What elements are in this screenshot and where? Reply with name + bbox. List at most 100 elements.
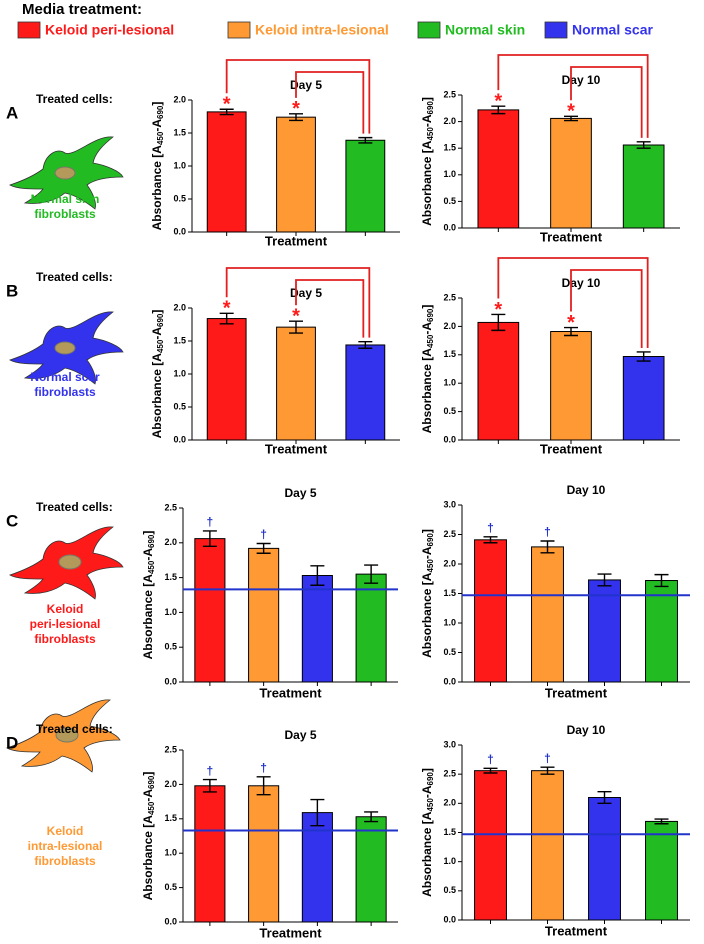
x-axis-label: Treatment [265, 441, 328, 456]
error-bar [636, 141, 651, 149]
error-bar [540, 540, 555, 554]
y-tick-label: 0.5 [164, 642, 177, 652]
bar [355, 816, 387, 923]
cell-name: Normal skin [31, 192, 100, 206]
y-axis-label-part: -A [141, 548, 155, 561]
bar [531, 546, 564, 683]
x-axis-label: Treatment [259, 685, 322, 700]
error-bar [597, 790, 612, 805]
y-axis-label-part: 450 [156, 131, 165, 145]
y-tick-label: 0.0 [164, 916, 177, 926]
row-label: B [6, 281, 18, 300]
y-axis-label-part: 690 [156, 313, 165, 327]
error-bar [636, 351, 651, 362]
y-tick-label: 1.0 [164, 607, 177, 617]
y-axis-label-part: -A [420, 546, 434, 559]
y-axis-label-part: -A [420, 785, 434, 798]
legend-label: Normal skin [445, 22, 525, 38]
error-bar [202, 530, 217, 547]
y-axis-label: Absorbance [A450-A690] [420, 768, 435, 897]
y-axis-label-part: -A [150, 119, 164, 132]
comparison-bracket [570, 66, 643, 138]
error-bar [310, 565, 325, 586]
y-tick-label: 0.0 [443, 434, 456, 444]
y-axis-label-part: 450 [426, 127, 435, 141]
cell-name: fibroblasts [34, 854, 96, 868]
y-axis-label-part: -A [141, 789, 155, 802]
cell-illustrations [6, 136, 124, 773]
y-tick-label: 0.0 [443, 914, 456, 924]
significance-marker: † [207, 764, 214, 778]
y-axis-label-part: 690 [147, 534, 156, 548]
x-axis-label: Treatment [540, 229, 603, 244]
y-tick-label: 1.0 [443, 169, 456, 179]
error-bar [654, 818, 669, 825]
error-bar [289, 113, 303, 122]
y-axis-label-part: Absorbance [A [420, 572, 434, 658]
significance-marker: † [207, 515, 214, 529]
bar [477, 109, 520, 229]
bar [301, 575, 333, 683]
treated-cells-label: Treated cells: [36, 92, 113, 106]
bar [355, 573, 387, 683]
bar [622, 356, 665, 441]
error-bar [564, 115, 578, 122]
nucleus [58, 554, 82, 570]
error-bar [358, 340, 373, 349]
significance-marker: * [292, 305, 300, 327]
comparison-bracket [497, 257, 649, 348]
y-axis-label-part: 450 [426, 798, 435, 812]
bar [645, 820, 678, 921]
y-axis-label-part: 450 [147, 801, 156, 815]
bar [301, 812, 333, 923]
x-axis-label: Treatment [545, 923, 608, 938]
bar [276, 326, 316, 441]
chart-title: Day 5 [284, 728, 316, 742]
y-axis-label-part: ] [420, 97, 434, 101]
y-tick-label: 1.0 [443, 856, 456, 866]
treated-cells-label: Treated cells: [36, 500, 113, 514]
y-tick-label: 2.0 [443, 798, 456, 808]
y-axis-label-part: Absorbance [A [141, 815, 155, 901]
y-tick-label: 3.0 [443, 739, 456, 749]
significance-marker: * [567, 101, 575, 123]
bar [206, 318, 247, 441]
error-bar [364, 811, 379, 823]
y-axis-label-part: 450 [426, 559, 435, 573]
legend-label: Normal scar [572, 22, 653, 38]
chart-title: Day 10 [562, 276, 601, 290]
comparison-bracket [570, 269, 643, 348]
error-bar [358, 136, 373, 144]
y-axis-label-part: 450 [426, 334, 435, 348]
y-axis-label-part: ] [420, 305, 434, 309]
bar [345, 139, 386, 233]
y-tick-label: 3.0 [443, 499, 456, 509]
y-tick-label: 2.0 [443, 116, 456, 126]
y-tick-label: 2.5 [164, 744, 177, 754]
legend-title: Media treatment: [22, 1, 142, 18]
error-bar [483, 767, 498, 774]
y-tick-label: 0.5 [173, 401, 186, 411]
y-axis-label: Absorbance [A450-A690] [141, 772, 156, 901]
chart-title: Day 10 [567, 483, 606, 497]
y-axis-label: Absorbance [A450-A690] [420, 305, 435, 434]
y-tick-label: 0.0 [173, 434, 186, 444]
y-tick-label: 1.5 [173, 335, 186, 345]
nucleus [55, 727, 79, 743]
bar [645, 580, 678, 683]
x-axis-label: Treatment [265, 233, 328, 248]
error-bar [491, 105, 506, 115]
y-tick-label: 2.5 [164, 502, 177, 512]
cell-name: Keloid [47, 602, 84, 616]
y-tick-label: 1.5 [443, 349, 456, 359]
y-tick-label: 2.0 [164, 779, 177, 789]
y-axis-label-part: Absorbance [A [420, 348, 434, 434]
y-tick-label: 1.5 [164, 813, 177, 823]
x-axis-label: Treatment [545, 685, 608, 700]
significance-marker: † [260, 528, 267, 542]
y-axis-label-part: ] [141, 772, 155, 776]
cell-name: fibroblasts [34, 385, 96, 399]
error-bar [219, 312, 234, 325]
y-tick-label: 2.5 [443, 529, 456, 539]
